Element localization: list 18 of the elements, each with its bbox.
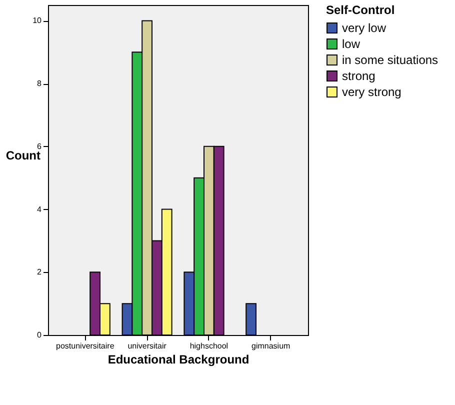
legend-label: in some situations (342, 53, 438, 67)
y-axis-title: Count (6, 148, 40, 162)
legend-title: Self-Control (326, 3, 395, 17)
y-tick-label: 4 (37, 204, 42, 214)
x-axis-title: Educational Background (108, 352, 250, 366)
y-tick-label: 6 (37, 142, 42, 151)
y-tick-label: 0 (37, 330, 42, 340)
x-tick-label: gimnasium (252, 342, 291, 350)
x-tick-label: postuniversitaire (56, 342, 115, 350)
legend-label: very low (342, 21, 386, 35)
y-tick-label: 10 (32, 16, 42, 26)
legend-label: strong (342, 69, 376, 83)
y-tick-label: 2 (37, 268, 42, 277)
legend-label: very strong (342, 85, 402, 99)
x-tick-label: universitair (128, 342, 167, 350)
legend-label: low (342, 37, 360, 51)
y-tick-label: 8 (37, 79, 42, 88)
x-tick-label: highschool (190, 342, 228, 350)
